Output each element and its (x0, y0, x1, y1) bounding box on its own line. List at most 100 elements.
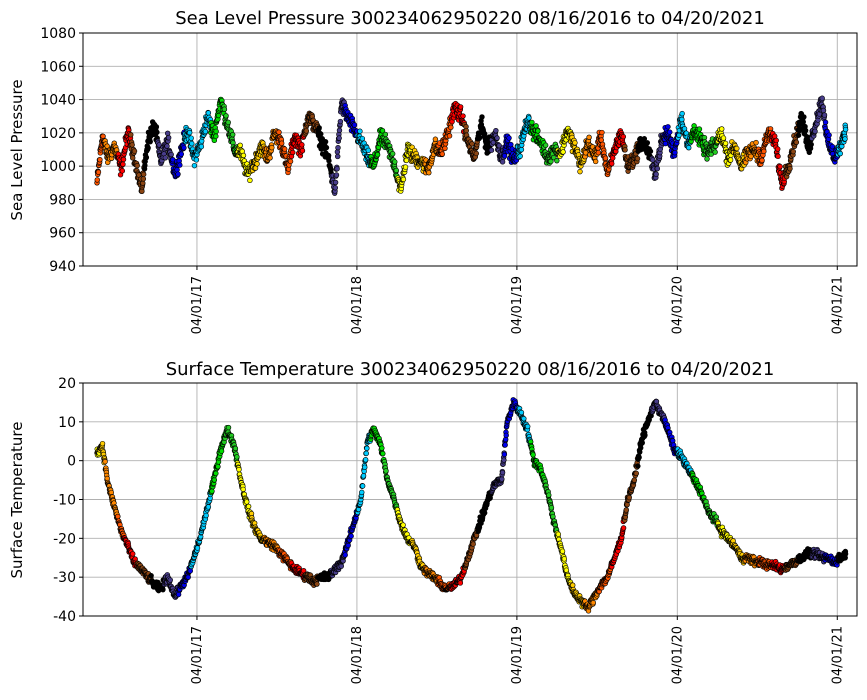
data-point (100, 133, 106, 140)
data-point (820, 107, 827, 114)
data-point (323, 144, 330, 151)
data-point (247, 177, 253, 184)
data-point (205, 110, 212, 116)
data-point (638, 445, 644, 451)
data-point (245, 503, 252, 510)
data-point (318, 131, 324, 137)
data-point (676, 132, 682, 139)
data-point (503, 432, 509, 439)
data-point (696, 126, 703, 132)
sea-level-pressure-panel: Sea Level Pressure 300234062950220 08/16… (8, 8, 858, 334)
data-point (748, 153, 754, 160)
data-point (167, 577, 173, 583)
data-point (130, 551, 136, 557)
data-point (336, 135, 342, 141)
data-point (529, 119, 535, 126)
data-point (517, 153, 523, 159)
data-point (276, 129, 282, 135)
x-tick-label: 04/01/18 (350, 276, 365, 334)
x-tick-label: 04/01/17 (190, 276, 205, 334)
data-point (211, 477, 218, 483)
data-point (622, 147, 628, 153)
data-point (287, 158, 294, 165)
data-point (535, 128, 541, 134)
data-point (351, 122, 358, 128)
data-point (501, 153, 508, 159)
data-point (719, 126, 725, 132)
data-point (140, 171, 147, 178)
data-point (620, 525, 627, 531)
data-point (470, 541, 476, 547)
data-point (599, 129, 605, 136)
data-point (165, 135, 172, 141)
data-point (337, 118, 344, 125)
data-point (548, 158, 554, 165)
data-point (332, 185, 339, 191)
data-point (153, 124, 160, 130)
surface-temperature-ylabel: Surface Temperature (8, 422, 26, 579)
data-point (143, 154, 150, 161)
data-point (473, 150, 479, 157)
data-point (502, 442, 508, 448)
data-point (679, 116, 685, 123)
data-point (359, 489, 365, 496)
data-point (446, 133, 453, 139)
data-point (775, 146, 781, 152)
data-point (812, 128, 818, 135)
surface-temperature-grid (83, 382, 857, 617)
data-point (119, 168, 126, 174)
data-point (722, 140, 729, 147)
data-point (364, 445, 370, 452)
data-point (712, 149, 718, 155)
data-point (215, 463, 221, 470)
data-point (479, 114, 485, 120)
data-point (178, 151, 185, 157)
data-point (140, 180, 146, 186)
data-point (654, 165, 661, 172)
data-point (787, 165, 793, 172)
data-point (299, 148, 306, 154)
data-point (800, 119, 806, 125)
sea-level-pressure-ylabel: Sea Level Pressure (8, 79, 26, 220)
data-point (686, 145, 692, 151)
data-point (148, 572, 154, 579)
data-point (322, 139, 329, 145)
data-point (777, 163, 783, 170)
data-point (582, 150, 589, 156)
data-point (525, 423, 531, 430)
surface-temperature-panel: Surface Temperature 300234062950220 08/1… (8, 359, 858, 684)
data-point (554, 157, 560, 164)
data-point (325, 152, 332, 159)
data-point (518, 409, 525, 416)
data-point (365, 147, 372, 154)
data-point (240, 486, 246, 493)
data-point (333, 172, 340, 178)
data-point (790, 148, 796, 155)
data-point (164, 143, 170, 149)
data-point (164, 130, 171, 137)
data-point (362, 457, 369, 463)
data-point (793, 139, 800, 145)
data-point (389, 151, 396, 157)
data-point (801, 114, 807, 120)
data-point (205, 504, 212, 510)
data-point (99, 440, 106, 447)
data-point (795, 132, 802, 138)
data-point (808, 141, 814, 148)
data-point (162, 155, 169, 161)
data-point (131, 148, 138, 154)
data-point (403, 157, 410, 164)
sea-level-pressure-points (94, 95, 849, 196)
data-point (432, 136, 439, 142)
data-point (559, 548, 566, 554)
data-point (501, 457, 507, 463)
data-point (342, 552, 348, 558)
data-point (334, 166, 340, 172)
data-point (457, 580, 464, 586)
sea-level-pressure-title: Sea Level Pressure 300234062950220 08/16… (175, 8, 765, 29)
data-point (667, 129, 673, 135)
data-point (316, 125, 322, 131)
data-point (400, 522, 406, 528)
